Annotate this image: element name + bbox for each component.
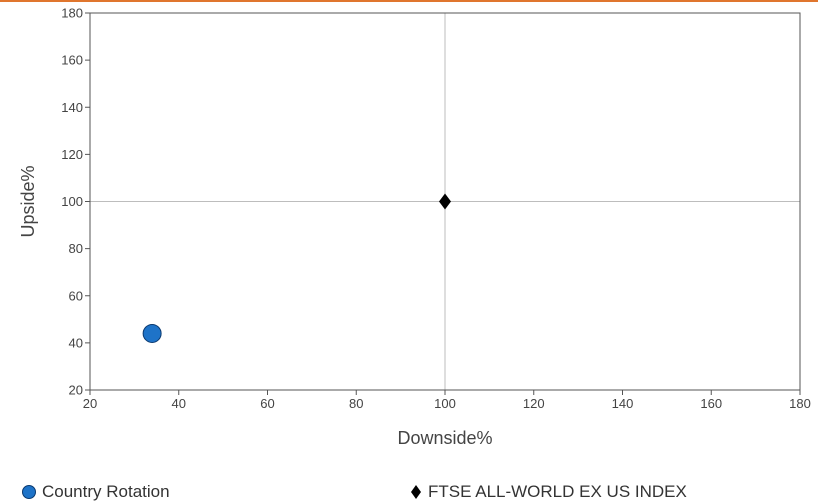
top-accent-rule [0,0,818,2]
data-points [142,193,451,343]
y-tick-label: 120 [61,147,83,162]
legend-label: FTSE ALL-WORLD EX US INDEX [428,482,687,501]
legend-item-ftse-index: FTSE ALL-WORLD EX US INDEX [410,482,687,502]
circle-marker-icon [22,485,36,499]
y-tick-label: 160 [61,53,83,68]
x-tick-label: 160 [700,396,722,411]
x-tick-label: 60 [260,396,274,411]
y-tick-label: 80 [69,241,83,256]
y-tick-label: 60 [69,288,83,303]
y-axis-title: Upside% [18,165,38,237]
point-country-rotation [142,323,162,343]
x-tick-label: 20 [83,396,97,411]
x-tick-label: 140 [612,396,634,411]
y-tick-label: 20 [69,383,83,398]
y-axis: 20 40 60 80 100 120 140 160 180 [61,6,90,398]
y-tick-label: 100 [61,194,83,209]
legend-label: Country Rotation [42,482,170,501]
x-tick-label: 40 [172,396,186,411]
legend-item-country-rotation: Country Rotation [22,482,170,502]
x-axis: 20 40 60 80 100 120 140 160 180 [83,390,811,411]
scatter-chart: 20 40 60 80 100 120 140 160 180 20 40 60 80 100 120 14… [18,6,811,449]
x-tick-label: 180 [789,396,811,411]
y-tick-label: 180 [61,6,83,21]
y-tick-label: 140 [61,100,83,115]
point-ftse-index [439,193,451,210]
x-tick-label: 80 [349,396,363,411]
x-axis-title: Downside% [397,428,492,448]
diamond-marker-icon [411,485,421,499]
x-tick-label: 120 [523,396,545,411]
x-tick-label: 100 [434,396,456,411]
y-tick-label: 40 [69,335,83,350]
